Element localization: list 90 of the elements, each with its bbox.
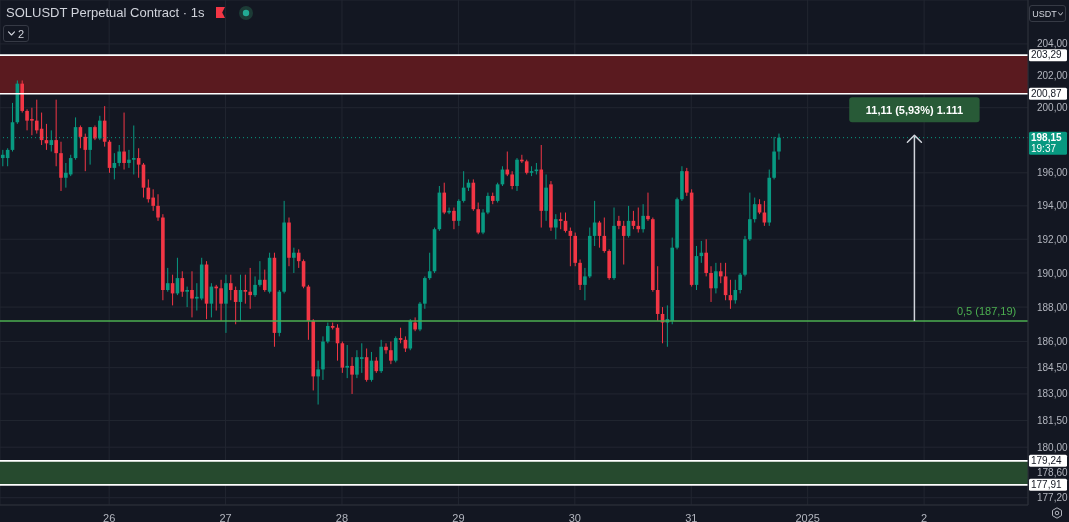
candlestick (389, 341, 393, 365)
y-tick-label: 202,00 (1037, 70, 1069, 82)
candlestick (486, 192, 490, 215)
y-tick-label: 177,20 (1037, 492, 1069, 504)
y-tick-label: 204,00 (1037, 38, 1069, 50)
candlestick (83, 133, 88, 172)
ref-line-label: 200,87 (1031, 87, 1063, 99)
candlestick (54, 99, 58, 167)
candlestick (296, 248, 301, 269)
candlestick (476, 202, 480, 235)
candlestick (156, 193, 160, 222)
candlestick (219, 279, 223, 322)
candlestick (68, 154, 73, 177)
candlestick (442, 182, 447, 215)
candlestick (258, 260, 262, 288)
x-tick-label: 31 (685, 511, 698, 522)
candlestick (224, 274, 228, 334)
candlestick (185, 286, 189, 308)
candlestick (117, 144, 122, 167)
dropdown-button: USDT (1029, 5, 1066, 22)
candlestick (165, 267, 170, 293)
candlestick (248, 267, 252, 310)
candlestick (748, 192, 752, 242)
y-tick-label: 190,00 (1037, 267, 1069, 279)
chart-title: SOLUSDT Perpetual Contract · 1s (6, 5, 205, 20)
y-tick-label: 194,00 (1037, 200, 1069, 212)
candlestick (733, 279, 738, 305)
y-tick-label: 188,00 (1037, 301, 1069, 313)
candlestick (359, 342, 364, 374)
candlestick (718, 262, 723, 284)
y-tick-label: 183,00 (1037, 388, 1069, 400)
x-tick-label: 26 (103, 511, 116, 522)
candlestick (122, 112, 126, 171)
y-tick-label: 192,00 (1037, 233, 1069, 245)
x-tick-label: 28 (335, 511, 349, 522)
candlestick (481, 208, 485, 235)
ref-line-label: 177,91 (1031, 478, 1063, 490)
candlestick (636, 207, 641, 234)
annotation: 0,5 (187,19) (956, 305, 1017, 318)
candlestick (345, 344, 350, 379)
x-tick-label: 2025 (795, 511, 820, 522)
candlestick (316, 360, 320, 406)
candlestick (621, 220, 626, 266)
y-tick-label: 180,00 (1037, 441, 1069, 453)
candlestick (617, 215, 621, 230)
y-tick-label: 186,00 (1037, 336, 1069, 348)
candlestick (447, 207, 451, 215)
y-tick-label: 200,00 (1037, 102, 1069, 114)
candlestick (704, 238, 708, 277)
candlestick (262, 269, 267, 293)
candlestick (646, 192, 650, 222)
ref-line-label: 198,15 19:37 (1031, 131, 1063, 154)
x-tick-label: 2 (921, 511, 928, 522)
candlestick (554, 213, 558, 240)
x-tick-label: 27 (219, 511, 232, 522)
x-tick-label: 29 (452, 511, 465, 522)
candlestick (456, 198, 461, 227)
x-tick-label: 30 (568, 511, 581, 522)
y-tick-label: 178,60 (1037, 466, 1069, 478)
candlestick (350, 356, 354, 395)
candlestick (510, 170, 514, 190)
candlestick (544, 173, 548, 222)
y-axis-title: USDT (1032, 8, 1057, 19)
candlestick (229, 274, 233, 301)
annotation: 11,11 (5,93%) 1.111 (865, 103, 964, 116)
candlestick (253, 275, 257, 298)
candlestick (714, 262, 718, 294)
candlestick (684, 167, 689, 197)
candlestick (292, 247, 296, 274)
y-tick-label: 184,50 (1037, 362, 1069, 374)
candlestick (738, 272, 742, 294)
candlestick (583, 267, 587, 301)
dropdown-button: 2 (3, 25, 30, 42)
y-tick-label: 196,00 (1037, 167, 1069, 179)
candlestick (393, 335, 398, 363)
annotation: 2 (18, 27, 25, 40)
candlestick (151, 188, 155, 212)
candlestick (709, 265, 713, 303)
candlestick (190, 270, 194, 318)
candlestick (452, 207, 456, 230)
candlestick (578, 258, 582, 291)
candlestick (384, 342, 388, 355)
ref-line-label: 203,29 (1031, 49, 1063, 61)
candlestick (326, 322, 330, 344)
candlestick (127, 149, 131, 169)
candlestick (243, 274, 248, 305)
y-tick-label: 181,50 (1037, 415, 1069, 427)
candlestick (641, 203, 645, 234)
ref-line-label: 179,24 (1031, 454, 1063, 466)
candlestick (180, 270, 185, 298)
